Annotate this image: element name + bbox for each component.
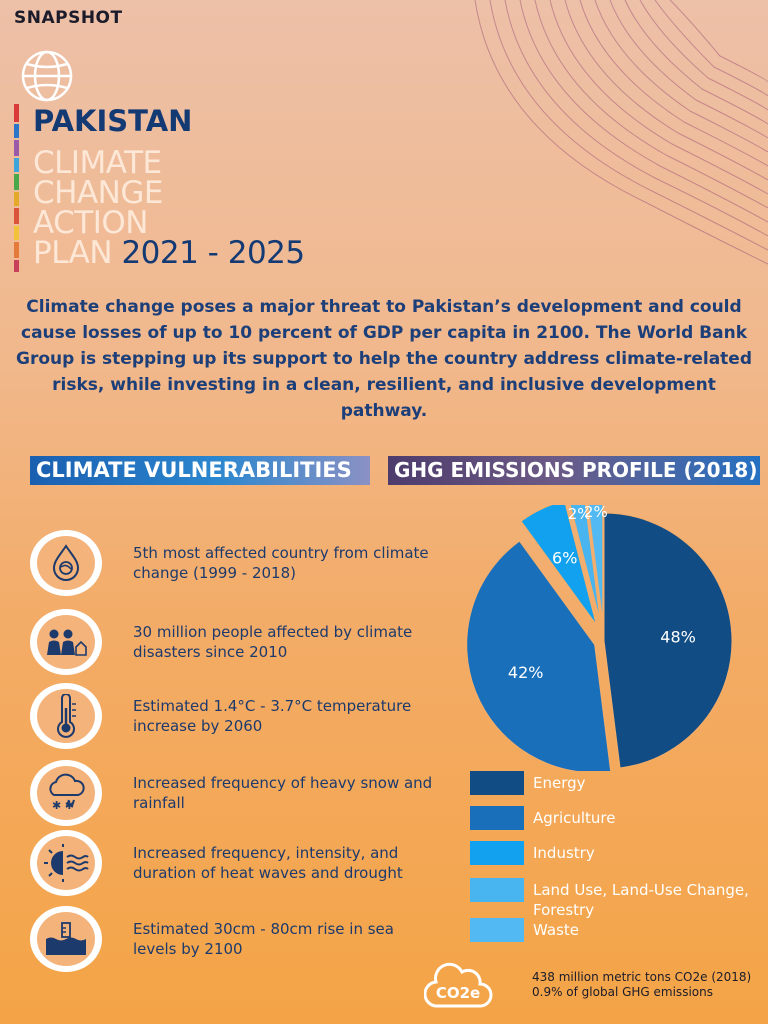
vulnerability-item-4: ✱ ✱ Increased frequency of heavy snow an… [30, 760, 450, 826]
vulnerability-item-5: Increased frequency, intensity, and dura… [30, 830, 450, 896]
legend-label-waste: Waste [533, 921, 579, 939]
legend-swatch-lulucf [470, 878, 524, 902]
country-title: PAKISTAN [33, 104, 193, 138]
title-years: 2021 - 2025 [121, 235, 305, 271]
title-line-1: CLIMATE [33, 145, 162, 181]
snapshot-label: SNAPSHOT [14, 8, 123, 28]
intro-paragraph: Climate change poses a major threat to P… [15, 297, 752, 421]
legend-label-lulucf: Land Use, Land-Use Change, Forestry [533, 881, 749, 919]
sun-waves-icon [44, 844, 89, 882]
footnote-line-1: 438 million metric tons CO2e (2018) [532, 970, 752, 984]
contour-lines-decoration [474, 0, 768, 265]
vulnerability-text-2: 30 million people affected by climate di… [133, 623, 413, 661]
pie-label-lulucf: 2% [568, 505, 592, 523]
title-line-2: CHANGE [33, 175, 163, 211]
footnote-line-2: 0.9% of global GHG emissions [532, 985, 713, 999]
vulnerability-text-1: 5th most affected country from climate c… [133, 544, 429, 582]
title-plan-word: PLAN [33, 235, 113, 271]
legend-swatch-energy [470, 771, 524, 795]
title-line-4: PLAN 2021 - 2025 [33, 236, 305, 270]
sea-level-icon [46, 922, 86, 955]
legend-swatch-waste [470, 918, 524, 942]
pie-slice-waste [587, 505, 604, 622]
vulnerability-text-4: Increased frequency of heavy snow and ra… [133, 774, 433, 812]
vulnerability-text-6: Estimated 30cm - 80cm rise in sea levels… [133, 920, 394, 958]
globe-drop-icon [52, 544, 80, 581]
climate-vulnerabilities-heading: CLIMATE VULNERABILITIES [30, 456, 370, 485]
footnote: 438 million metric tons CO2e (2018) 0.9%… [532, 970, 751, 1000]
pie-label-agriculture: 42% [508, 663, 544, 682]
vulnerability-text-3: Estimated 1.4°C - 3.7°C temperature incr… [133, 697, 412, 735]
svg-text:✱ ✱: ✱ ✱ [52, 799, 74, 812]
ghg-emissions-heading: GHG EMISSIONS PROFILE (2018) [388, 456, 760, 485]
legend-label-energy: Energy [533, 774, 586, 792]
vulnerability-item-1: 5th most affected country from climate c… [30, 530, 450, 596]
vulnerability-item-2: 30 million people affected by climate di… [30, 609, 450, 675]
legend-label-industry: Industry [533, 844, 595, 862]
vulnerability-item-6: Estimated 30cm - 80cm rise in sea levels… [30, 906, 450, 972]
vulnerability-text-5: Increased frequency, intensity, and dura… [133, 844, 403, 882]
pie-slice-lulucf [569, 505, 601, 622]
legend-label-agriculture: Agriculture [533, 809, 616, 827]
snow-cloud-icon: ✱ ✱ [49, 773, 85, 812]
legend-swatch-agriculture [470, 806, 524, 830]
ghg-pie-chart: 48% 42% 6% 2%2% [466, 505, 733, 771]
pie-label-waste: 2% [584, 505, 608, 521]
title-line-3: ACTION [33, 205, 148, 241]
co2-cloud-label: CO2e [436, 984, 480, 1002]
people-house-icon [47, 629, 87, 656]
thermometer-icon [57, 694, 76, 738]
pie-slice-energy [603, 512, 733, 769]
legend-swatch-industry [470, 841, 524, 865]
pie-slice-industry [520, 505, 597, 626]
pie-label-industry: 6% [552, 549, 577, 568]
vulnerability-item-3: Estimated 1.4°C - 3.7°C temperature incr… [30, 683, 450, 749]
globe-logo-icon [21, 50, 73, 102]
pie-label-energy: 48% [660, 627, 696, 646]
co2-cloud-icon: CO2e [424, 962, 493, 1008]
pie-slice-agriculture [466, 540, 612, 771]
